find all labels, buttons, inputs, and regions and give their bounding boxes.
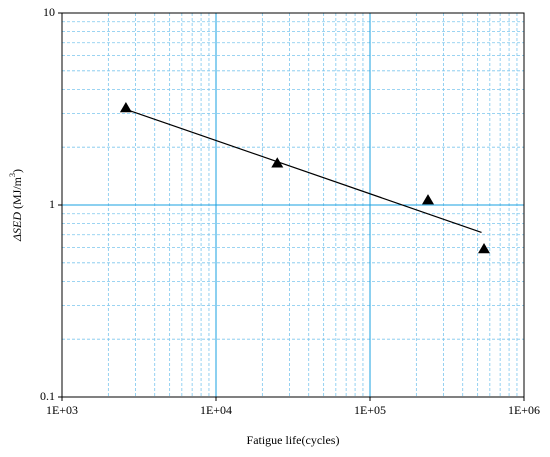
x-tick-label: 1E+05 <box>354 403 386 417</box>
x-tick-label: 1E+03 <box>46 403 78 417</box>
y-label-close: ) <box>10 169 24 173</box>
y-axis-label: ΔSED (MJ/m3) <box>8 169 24 242</box>
y-label-unit: (MJ/m <box>10 176 24 209</box>
marker <box>478 242 491 254</box>
y-tick-label: 0.1 <box>40 389 55 403</box>
x-axis-label: Fatigue life(cycles) <box>247 433 340 447</box>
marker <box>271 157 284 168</box>
marker <box>119 102 132 113</box>
marker <box>421 194 434 205</box>
y-label-main: ΔSED <box>10 212 24 242</box>
plot-frame <box>61 12 525 398</box>
y-label-power: 3 <box>8 173 17 177</box>
x-tick-label: 1E+04 <box>200 403 232 417</box>
y-tick-label: 10 <box>43 5 55 19</box>
x-tick-label: 1E+06 <box>508 403 540 417</box>
fit-line <box>125 108 482 233</box>
y-tick-label: 1 <box>49 197 55 211</box>
